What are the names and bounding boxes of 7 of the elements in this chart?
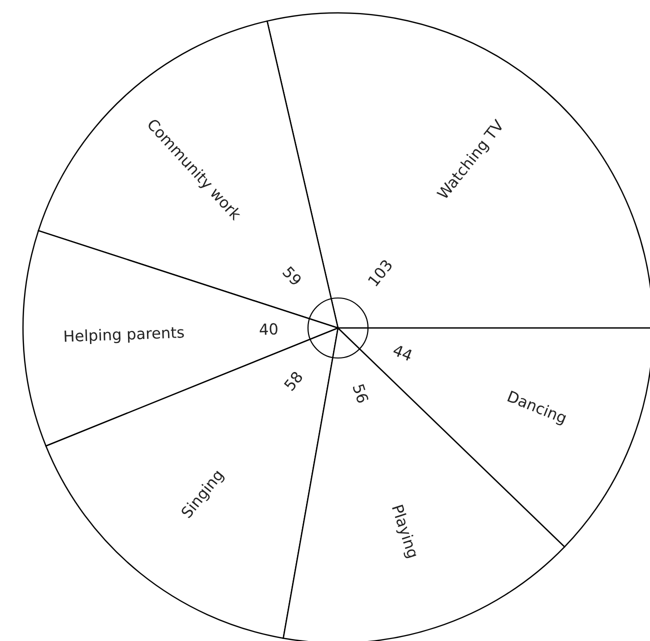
data-label: 58 <box>283 370 304 392</box>
slice-label: Playing <box>389 504 420 560</box>
data-label: 56 <box>352 384 369 404</box>
data-label: 59 <box>282 266 302 286</box>
data-label: 44 <box>392 344 414 362</box>
slice-label: Helping parents <box>64 326 184 345</box>
data-label: 40 <box>260 322 278 336</box>
